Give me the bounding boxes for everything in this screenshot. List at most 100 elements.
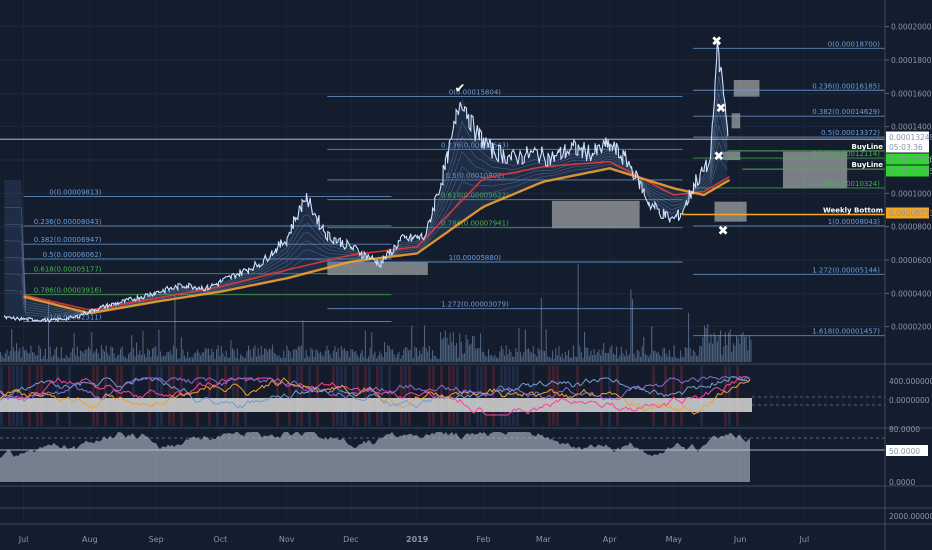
oscillator-line bbox=[0, 375, 751, 402]
volume-bar bbox=[204, 348, 206, 362]
volume-bar bbox=[673, 345, 675, 362]
fib-label: 1.272(0.00005144) bbox=[812, 266, 880, 274]
volume-bar bbox=[60, 347, 62, 362]
volume-bar bbox=[406, 347, 408, 362]
volume-bar bbox=[171, 354, 173, 362]
volume-bar bbox=[164, 355, 166, 362]
volume-bar bbox=[235, 357, 237, 362]
volume-bar bbox=[188, 357, 190, 362]
volume-bars bbox=[0, 264, 752, 362]
volume-bar bbox=[4, 353, 6, 362]
volume-bar bbox=[444, 330, 446, 362]
volume-bar bbox=[356, 354, 358, 362]
price-line bbox=[3, 39, 729, 324]
oscillator-tint-bar bbox=[352, 366, 355, 426]
oscillator-tint-bar bbox=[56, 366, 59, 426]
fib-label: 0.382(0.00014629) bbox=[812, 108, 880, 116]
fib-label: 0.618(0.00012114) bbox=[812, 150, 880, 158]
volume-bar bbox=[56, 346, 58, 362]
volume-bar bbox=[694, 351, 696, 362]
oscillator-tint-bar bbox=[216, 366, 219, 426]
volume-bar bbox=[507, 354, 509, 362]
volume-bar bbox=[632, 299, 634, 362]
volume-bar bbox=[238, 358, 240, 362]
volume-bar bbox=[320, 351, 322, 362]
volume-bar bbox=[81, 351, 83, 362]
volume-bar bbox=[568, 350, 570, 362]
volume-bar bbox=[481, 351, 483, 362]
volume-bar bbox=[150, 357, 152, 362]
volume-bar bbox=[624, 356, 626, 362]
volume-bar bbox=[672, 357, 674, 362]
volume-bar bbox=[652, 350, 654, 362]
volume-bar bbox=[718, 334, 720, 362]
oscillator-tint-bar bbox=[408, 366, 411, 426]
volume-bar bbox=[496, 357, 498, 362]
price-axis-label: 0.00006000 bbox=[891, 256, 932, 265]
fib-label: 0.236(0.00016185) bbox=[812, 82, 880, 90]
volume-bar bbox=[174, 293, 176, 362]
volume-bar bbox=[184, 355, 186, 362]
volume-bar bbox=[40, 348, 42, 362]
volume-bar bbox=[425, 347, 427, 362]
fib-label: 1(0.00008043) bbox=[828, 218, 880, 226]
volume-bar bbox=[468, 344, 470, 362]
price-tag bbox=[886, 207, 929, 219]
volume-bar bbox=[564, 351, 566, 362]
oscillator-axis-label: 400.0000000 bbox=[889, 377, 932, 386]
volume-bar bbox=[548, 357, 550, 362]
volume-bar bbox=[728, 332, 730, 362]
volume-bar bbox=[404, 347, 406, 362]
volume-bar bbox=[470, 343, 472, 362]
fib-label: 0.618(0.00009622) bbox=[441, 192, 509, 200]
volume-bar bbox=[246, 351, 248, 362]
oscillator-tint-bar bbox=[208, 366, 211, 426]
volume-bar bbox=[385, 352, 387, 362]
volume-bar bbox=[710, 334, 712, 362]
volume-bar bbox=[352, 349, 354, 362]
volume-bar bbox=[292, 349, 294, 362]
oscillator-tint-bar bbox=[244, 366, 247, 426]
volume-bar bbox=[224, 356, 226, 362]
oscillator-tint-bar bbox=[432, 366, 435, 426]
volume-bar bbox=[195, 352, 197, 362]
volume-bar bbox=[748, 334, 750, 362]
zone-box bbox=[551, 200, 640, 229]
volume-bar bbox=[660, 357, 662, 362]
volume-bar bbox=[449, 333, 451, 362]
zone-box bbox=[731, 113, 741, 129]
fib-levels: 0(0.00009813) 0.236(0.00008043) 0.382(0.00… bbox=[23, 40, 885, 337]
volume-bar bbox=[668, 349, 670, 362]
volume-bar bbox=[379, 351, 381, 362]
fib-label: 0(0.00015804) bbox=[449, 89, 501, 97]
volume-bar bbox=[33, 352, 35, 362]
volume-bar bbox=[251, 357, 253, 362]
fib-label: 0(0.00009813) bbox=[49, 188, 101, 196]
volume-bar bbox=[120, 348, 122, 362]
oscillator-tint-bar bbox=[172, 366, 175, 426]
volume-bar bbox=[476, 348, 478, 362]
weekly-bottom-label: Weekly Bottom bbox=[823, 207, 883, 215]
volume-bar bbox=[345, 350, 347, 362]
volume-bar bbox=[20, 357, 22, 362]
volume-bar bbox=[638, 351, 640, 362]
oscillator-tint-bar bbox=[556, 366, 559, 426]
time-axis-label: Mar bbox=[536, 535, 552, 544]
volume-bar bbox=[374, 351, 376, 362]
volume-bar bbox=[262, 354, 264, 362]
time-axis: Jul Aug Sep Oct Nov Dec 2019 Feb Mar Apr May Jun Jul bbox=[18, 535, 809, 544]
volume-bar bbox=[577, 264, 579, 362]
volume-bar bbox=[540, 297, 542, 362]
volume-bar bbox=[145, 357, 147, 362]
volume-bar bbox=[744, 336, 746, 362]
volume-bar bbox=[52, 355, 54, 362]
volume-bar bbox=[126, 358, 128, 362]
markers: ✔ ✖ ✖ ✖ ✖ bbox=[454, 35, 728, 239]
volume-bar bbox=[640, 356, 642, 362]
x-marker-icon: ✖ bbox=[713, 150, 724, 165]
rsi-axis-label: 80.0000 bbox=[889, 425, 920, 434]
oscillator-tint-bar bbox=[672, 366, 675, 426]
volume-bar bbox=[528, 348, 530, 362]
volume-bar bbox=[601, 349, 603, 362]
volume-bar bbox=[598, 349, 600, 362]
